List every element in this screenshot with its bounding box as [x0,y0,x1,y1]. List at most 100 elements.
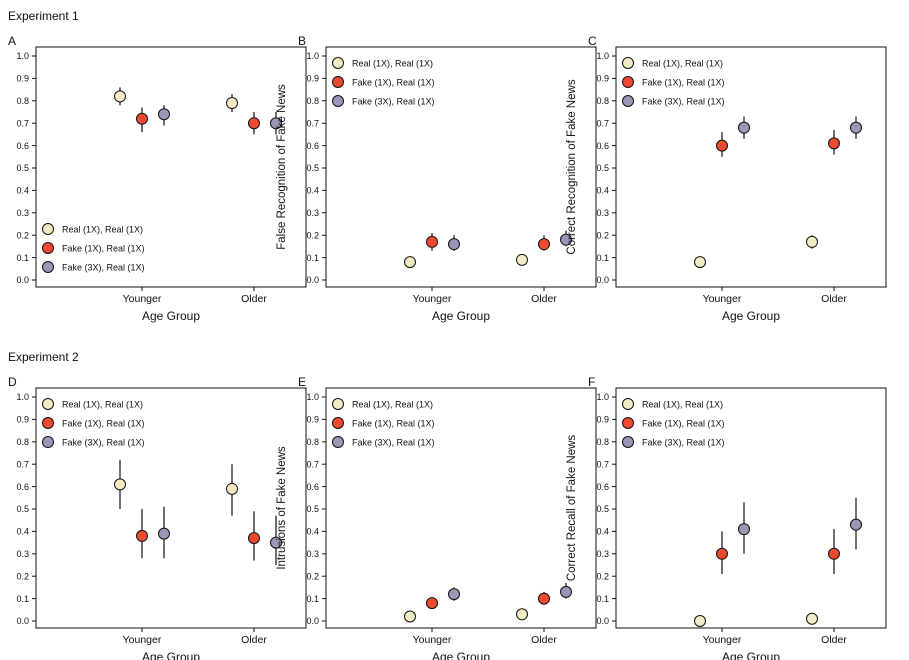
y-tick-label: 0.8 [596,96,609,106]
legend-marker [332,57,344,69]
legend-marker [42,242,54,254]
x-tick-label: Older [531,293,557,305]
legend-marker [622,398,634,410]
panel-label: C [588,34,597,48]
y-tick-label: 0.5 [596,504,609,514]
y-tick-label: 0.8 [306,96,319,106]
y-tick-label: 0.7 [306,118,319,128]
y-tick-label: 0.5 [306,163,319,173]
y-tick-label: 0.3 [306,549,319,559]
legend-marker [42,398,54,410]
y-tick-label: 0.7 [596,118,609,128]
y-tick-label: 0.7 [16,459,29,469]
y-tick-label: 0.9 [16,415,29,425]
y-tick-label: 0.5 [306,504,319,514]
y-axis-title: Intrusions of Fake News [276,446,288,570]
data-point [560,233,572,246]
legend-marker [42,223,54,235]
x-tick-label: Younger [123,293,162,305]
y-tick-label: 0.6 [596,482,609,492]
legend-label: Fake (1X), Real (1X) [642,418,725,428]
legend-label: Fake (1X), Real (1X) [352,77,435,87]
panel-label: B [298,34,306,48]
data-point [850,121,862,134]
x-tick-label: Younger [413,293,452,305]
y-tick-label: 0.0 [16,616,29,626]
data-point [716,139,728,152]
legend-label: Fake (3X), Real (1X) [62,437,145,447]
y-tick-label: 0.4 [596,186,609,196]
legend-label: Fake (3X), Real (1X) [352,437,435,447]
y-tick-label: 0.1 [596,253,609,263]
y-tick-label: 1.0 [306,392,319,402]
legend-label: Real (1X), Real (1X) [352,58,433,68]
data-point [516,608,528,621]
plot-frame [35,46,307,288]
data-point [248,117,260,130]
data-point [806,235,818,248]
y-tick-label: 0.9 [596,415,609,425]
y-tick-label: 1.0 [596,392,609,402]
y-tick-label: 0.5 [16,163,29,173]
data-point [694,256,706,269]
y-axis-title: False Recognition of Fake News [276,84,288,250]
data-point [426,597,438,610]
y-tick-label: 0.9 [16,74,29,84]
legend-marker [332,398,344,410]
data-point [738,121,750,134]
panels-group: A 0.0 0.1 0.2 0.3 0.4 0.5 0.6 0.7 0.8 0.9 1.0 Younge… [8,34,887,660]
y-tick-label: 0.6 [16,141,29,151]
legend-label: Real (1X), Real (1X) [642,58,723,68]
y-tick-label: 1.0 [596,51,609,61]
legend-marker [42,417,54,429]
legend-label: Real (1X), Real (1X) [352,399,433,409]
legend-marker [622,95,634,107]
y-tick-label: 0.2 [596,230,609,240]
data-point [538,592,550,605]
y-tick-label: 0.3 [16,208,29,218]
plot-frame [325,387,597,629]
y-tick-label: 0.9 [306,74,319,84]
x-tick-label: Younger [123,634,162,646]
y-tick-label: 0.3 [306,208,319,218]
data-point [716,547,728,560]
legend-label: Fake (3X), Real (1X) [642,96,725,106]
y-axis-title: Correct Recognition of Fake News [566,79,578,254]
y-tick-label: 0.7 [16,118,29,128]
y-tick-label: 0.5 [596,163,609,173]
data-point [248,532,260,545]
y-tick-label: 0.4 [16,527,29,537]
y-tick-label: 0.7 [306,459,319,469]
x-tick-label: Older [821,293,847,305]
legend-label: Real (1X), Real (1X) [62,224,143,234]
legend-label: Fake (1X), Real (1X) [62,243,145,253]
data-point [226,97,238,110]
x-tick-label: Older [241,634,267,646]
legend-label: Fake (1X), Real (1X) [352,418,435,428]
panel-C: C 0.0 0.1 0.2 0.3 0.4 0.5 0.6 0.7 0.8 0.9 1.0 Younge… [566,34,887,323]
y-tick-label: 0.1 [16,253,29,263]
data-point [828,547,840,560]
data-point [426,235,438,248]
y-tick-label: 0.4 [306,527,319,537]
x-axis-title: Age Group [142,309,200,323]
data-point [404,256,416,269]
data-point [516,253,528,266]
y-tick-label: 0.2 [16,571,29,581]
legend-marker [622,436,634,448]
panel-label: A [8,34,16,48]
y-tick-label: 0.0 [306,616,319,626]
y-tick-label: 0.1 [16,594,29,604]
panel-label: F [588,375,595,389]
y-tick-label: 0.2 [16,230,29,240]
legend-label: Real (1X), Real (1X) [642,399,723,409]
panel-F: F 0.0 0.1 0.2 0.3 0.4 0.5 0.6 0.7 0.8 0.9 1.0 Younge… [566,375,887,660]
data-point [694,615,706,627]
data-point [136,529,148,542]
y-tick-label: 0.1 [596,594,609,604]
data-point [738,523,750,536]
y-tick-label: 1.0 [16,51,29,61]
legend-label: Fake (3X), Real (1X) [62,262,145,272]
legend-marker [622,76,634,88]
legend-marker [622,417,634,429]
